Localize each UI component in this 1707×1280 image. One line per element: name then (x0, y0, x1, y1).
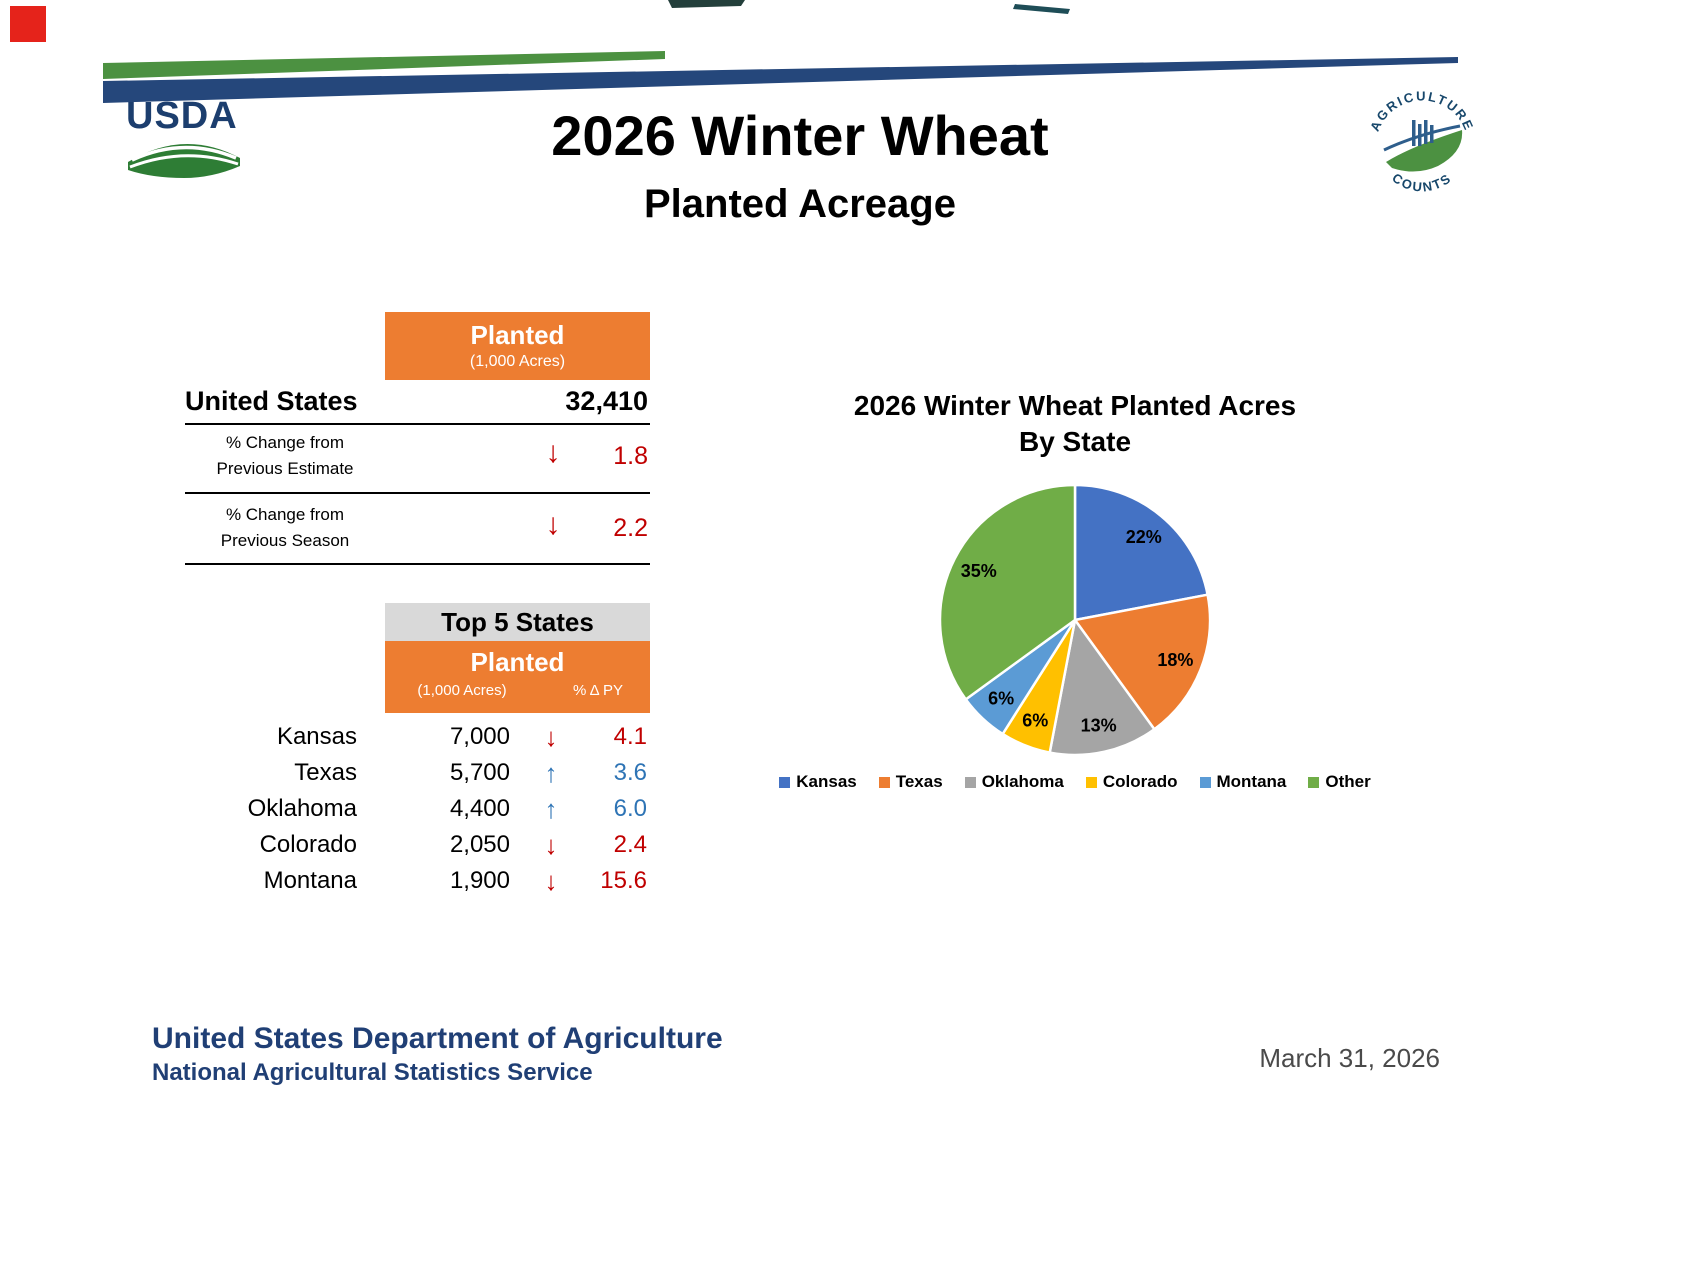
change-from-estimate-value: 1.8 (613, 442, 648, 470)
pie-percent-label: 6% (988, 689, 1014, 709)
table-row: Colorado 2,050 ↓ 2.4 (185, 827, 650, 863)
legend-item: Oklahoma (964, 772, 1064, 792)
pie-slice-kansas (1073, 483, 1209, 622)
header-band (103, 0, 1458, 103)
footer-org: United States Department of Agriculture … (152, 1022, 723, 1087)
footer-agency-name: National Agricultural Statistics Service (152, 1059, 593, 1086)
divider (185, 492, 650, 494)
top5-states-header: Top 5 States (385, 603, 650, 641)
pie-percent-label: 22% (1126, 527, 1162, 547)
page-title: 2026 Winter Wheat (551, 104, 1049, 167)
top5-pct-col-label: % Δ PY (572, 682, 624, 699)
pct-value: 3.6 (613, 759, 647, 786)
usda-wordmark: USDA (126, 95, 238, 137)
change-from-season-label: % Change from Previous Season (220, 505, 350, 550)
pie-slice-other (938, 483, 1077, 701)
legend-label: Montana (1216, 772, 1287, 791)
state-name: Texas (294, 759, 357, 786)
table-row: Montana 1,900 ↓ 15.6 (185, 863, 650, 899)
pie-slice-texas (1073, 593, 1212, 731)
pct-value: 2.4 (613, 831, 647, 858)
legend-swatch (779, 776, 791, 788)
planted-value: 1,900 (449, 867, 510, 894)
pie-percent-label: 35% (961, 561, 997, 581)
us-planted-header: Planted (1,000 Acres) (385, 312, 650, 380)
divider (185, 423, 650, 425)
header-band-sliver (1013, 4, 1070, 14)
top5-planted-title: Planted (470, 647, 565, 677)
trend-arrow-icon: ↓ (544, 830, 558, 860)
header-band-sliver (668, 0, 745, 8)
legend-item: Texas (878, 772, 943, 792)
table-row: Texas 5,700 ↑ 3.6 (185, 755, 650, 791)
footer-org-name: United States Department of Agriculture (152, 1022, 723, 1055)
legend-swatch (878, 776, 890, 788)
state-name: Kansas (276, 723, 357, 750)
table-row: Kansas 7,000 ↓ 4.1 (185, 719, 650, 755)
top5-planted-header: Planted (1,000 Acres) % Δ PY (385, 641, 650, 713)
down-arrow-icon: ↓ (545, 508, 561, 541)
legend-swatch (1199, 776, 1211, 788)
legend-label: Oklahoma (981, 772, 1064, 791)
pct-value: 15.6 (600, 867, 647, 894)
trend-arrow-icon: ↑ (544, 794, 558, 824)
pie-legend: Kansas Texas Oklahoma Colorado Montana Other (770, 772, 1380, 792)
pie-chart: 22% 18% 13% 6% 6% 35% (938, 483, 1212, 757)
change-from-estimate-label: % Change from Previous Estimate (216, 433, 354, 478)
planted-value: 5,700 (449, 759, 510, 786)
trend-arrow-icon: ↑ (544, 758, 558, 788)
legend-label: Texas (895, 772, 943, 791)
legend-label: Colorado (1102, 772, 1178, 791)
state-name: Colorado (259, 831, 357, 858)
pie-percent-label: 18% (1157, 650, 1193, 670)
pct-value: 4.1 (613, 723, 647, 750)
planted-value: 7,000 (449, 723, 510, 750)
planted-value: 2,050 (449, 831, 510, 858)
pie-chart-title: 2026 Winter Wheat Planted Acres By State (853, 390, 1297, 457)
planted-value: 4,400 (449, 795, 510, 822)
state-name: Oklahoma (247, 795, 357, 822)
us-planted-header-title: Planted (470, 320, 565, 350)
legend-item: Other (1308, 772, 1371, 792)
page-subtitle: Planted Acreage (644, 182, 956, 226)
us-row-label: United States (185, 386, 358, 416)
header-band-blue-stripe (103, 57, 1458, 103)
footer-date: March 31, 2026 (1259, 1043, 1440, 1073)
divider (185, 563, 650, 565)
top5-units-label: (1,000 Acres) (417, 682, 507, 699)
legend-label: Kansas (796, 772, 857, 791)
red-corner-mark (10, 6, 46, 42)
header-band-green-stripe (103, 51, 665, 79)
state-name: Montana (263, 867, 357, 894)
table-row: Oklahoma 4,400 ↑ 6.0 (185, 791, 650, 827)
legend-item: Colorado (1085, 772, 1178, 792)
down-arrow-icon: ↓ (545, 436, 561, 469)
legend-swatch (964, 776, 976, 788)
trend-arrow-icon: ↓ (544, 866, 558, 896)
pie-percent-label: 13% (1081, 715, 1117, 735)
legend-label: Other (1325, 772, 1371, 791)
agriculture-counts-logo: AGRICULTURE COUNTS (1367, 90, 1477, 201)
legend-item: Kansas (779, 772, 857, 792)
us-planted-header-units: (1,000 Acres) (469, 353, 566, 370)
change-from-season-value: 2.2 (613, 514, 648, 542)
us-row-value: 32,410 (565, 386, 648, 416)
legend-swatch (1085, 776, 1097, 788)
usda-symbol (128, 143, 240, 178)
pie-slice-oklahoma (1048, 618, 1156, 757)
trend-arrow-icon: ↓ (544, 722, 558, 752)
pie-percent-label: 6% (1022, 710, 1048, 730)
pct-value: 6.0 (613, 795, 647, 822)
legend-swatch (1308, 776, 1320, 788)
legend-item: Montana (1199, 772, 1287, 792)
usda-logo: USDA (126, 96, 256, 187)
